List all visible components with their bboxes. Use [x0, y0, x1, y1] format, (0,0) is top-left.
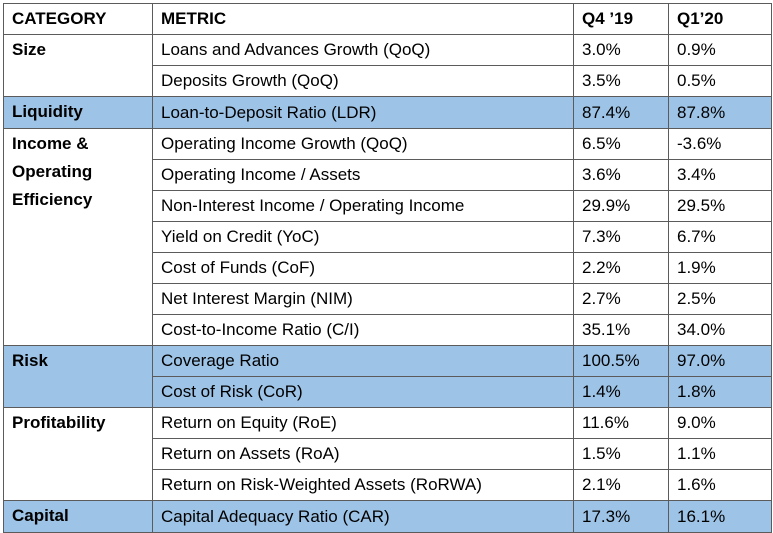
metric-cell: Non-Interest Income / Operating Income	[152, 190, 574, 222]
table-row: Income & Operating Efficiency Operating I…	[3, 128, 772, 346]
table-row: Liquidity Loan-to-Deposit Ratio (LDR) 87.4…	[3, 96, 772, 129]
q4-19-value-cell: 6.5%	[573, 128, 669, 160]
table-row: Cost of Risk (CoR) 1.4% 1.8%	[4, 376, 772, 408]
metric-cell: Operating Income Growth (QoQ)	[152, 128, 574, 160]
q1-20-value-cell: 1.9%	[668, 252, 772, 284]
metric-cell: Return on Assets (RoA)	[152, 438, 574, 470]
q4-19-value-cell: 3.0%	[573, 34, 669, 66]
table-row: Cost of Funds (CoF) 2.2% 1.9%	[4, 252, 772, 284]
table-row: Size Loans and Advances Growth (QoQ) 3.0% 0…	[3, 34, 772, 97]
q4-19-value-cell: 2.2%	[573, 252, 669, 284]
table-body: Size Loans and Advances Growth (QoQ) 3.0% 0…	[3, 34, 772, 533]
q1-20-value-cell: 2.5%	[668, 283, 772, 315]
metric-cell: Operating Income / Assets	[152, 159, 574, 191]
metric-cell: Cost-to-Income Ratio (C/I)	[152, 314, 574, 346]
q4-19-value-cell: 2.1%	[573, 469, 669, 501]
q4-19-value-cell: 11.6%	[573, 407, 669, 439]
q1-20-value-cell: 1.8%	[668, 376, 772, 408]
table-row: Non-Interest Income / Operating Income 29…	[4, 190, 772, 222]
q1-20-value-cell: -3.6%	[668, 128, 772, 160]
q4-19-value-cell: 7.3%	[573, 221, 669, 253]
q4-19-value-cell: 3.5%	[573, 65, 669, 97]
table-row: Operating Income / Assets 3.6% 3.4%	[4, 159, 772, 191]
table-row: Return on Assets (RoA) 1.5% 1.1%	[4, 438, 772, 470]
q4-19-value-cell: 1.5%	[573, 438, 669, 470]
table-row: Capital Capital Adequacy Ratio (CAR) 17.3%…	[3, 500, 772, 533]
metric-cell: Loans and Advances Growth (QoQ)	[152, 34, 574, 66]
header-category: CATEGORY	[3, 3, 153, 35]
header-q4-19: Q4 ’19	[573, 3, 669, 35]
table-row: Cost-to-Income Ratio (C/I) 35.1% 34.0%	[4, 314, 772, 346]
q1-20-value-cell: 34.0%	[668, 314, 772, 346]
table-row: Yield on Credit (YoC) 7.3% 6.7%	[4, 221, 772, 253]
q4-19-value-cell: 87.4%	[573, 96, 669, 129]
table-row: Risk Coverage Ratio 100.5% 97.0%	[3, 345, 772, 408]
q1-20-value-cell: 6.7%	[668, 221, 772, 253]
q1-20-value-cell: 1.1%	[668, 438, 772, 470]
q4-19-value-cell: 2.7%	[573, 283, 669, 315]
q1-20-value-cell: 97.0%	[668, 345, 772, 377]
metric-cell: Yield on Credit (YoC)	[152, 221, 574, 253]
metric-cell: Cost of Risk (CoR)	[152, 376, 574, 408]
q1-20-value-cell: 1.6%	[668, 469, 772, 501]
q1-20-value-cell: 0.5%	[668, 65, 772, 97]
bank-metrics-table: CATEGORY METRIC Q4 ’19 Q1’20 Size Loans a…	[3, 3, 772, 533]
q1-20-value-cell: 29.5%	[668, 190, 772, 222]
category-cell: Size	[3, 34, 153, 97]
metric-cell: Deposits Growth (QoQ)	[152, 65, 574, 97]
metric-cell: Cost of Funds (CoF)	[152, 252, 574, 284]
q4-19-value-cell: 29.9%	[573, 190, 669, 222]
q4-19-value-cell: 100.5%	[573, 345, 669, 377]
q4-19-value-cell: 17.3%	[573, 500, 669, 533]
q1-20-value-cell: 3.4%	[668, 159, 772, 191]
category-cell: Liquidity	[3, 96, 153, 129]
category-cell: Income & Operating Efficiency	[3, 128, 153, 346]
table-row: Net Interest Margin (NIM) 2.7% 2.5%	[4, 283, 772, 315]
q1-20-value-cell: 16.1%	[668, 500, 772, 533]
table-row: Profitability Return on Equity (RoE) 11.6%…	[3, 407, 772, 501]
q4-19-value-cell: 3.6%	[573, 159, 669, 191]
metric-cell: Coverage Ratio	[152, 345, 574, 377]
header-metric: METRIC	[152, 3, 574, 35]
category-cell: Risk	[3, 345, 153, 408]
header-row: CATEGORY METRIC Q4 ’19 Q1’20	[3, 3, 772, 35]
metric-cell: Return on Risk-Weighted Assets (RoRWA)	[152, 469, 574, 501]
metric-cell: Net Interest Margin (NIM)	[152, 283, 574, 315]
metric-cell: Return on Equity (RoE)	[152, 407, 574, 439]
table-row: Deposits Growth (QoQ) 3.5% 0.5%	[4, 65, 772, 97]
q1-20-value-cell: 9.0%	[668, 407, 772, 439]
metric-cell: Capital Adequacy Ratio (CAR)	[152, 500, 574, 533]
q4-19-value-cell: 35.1%	[573, 314, 669, 346]
metric-cell: Loan-to-Deposit Ratio (LDR)	[152, 96, 574, 129]
q1-20-value-cell: 0.9%	[668, 34, 772, 66]
category-cell: Profitability	[3, 407, 153, 501]
q1-20-value-cell: 87.8%	[668, 96, 772, 129]
q4-19-value-cell: 1.4%	[573, 376, 669, 408]
header-q1-20: Q1’20	[668, 3, 772, 35]
category-cell: Capital	[3, 500, 153, 533]
